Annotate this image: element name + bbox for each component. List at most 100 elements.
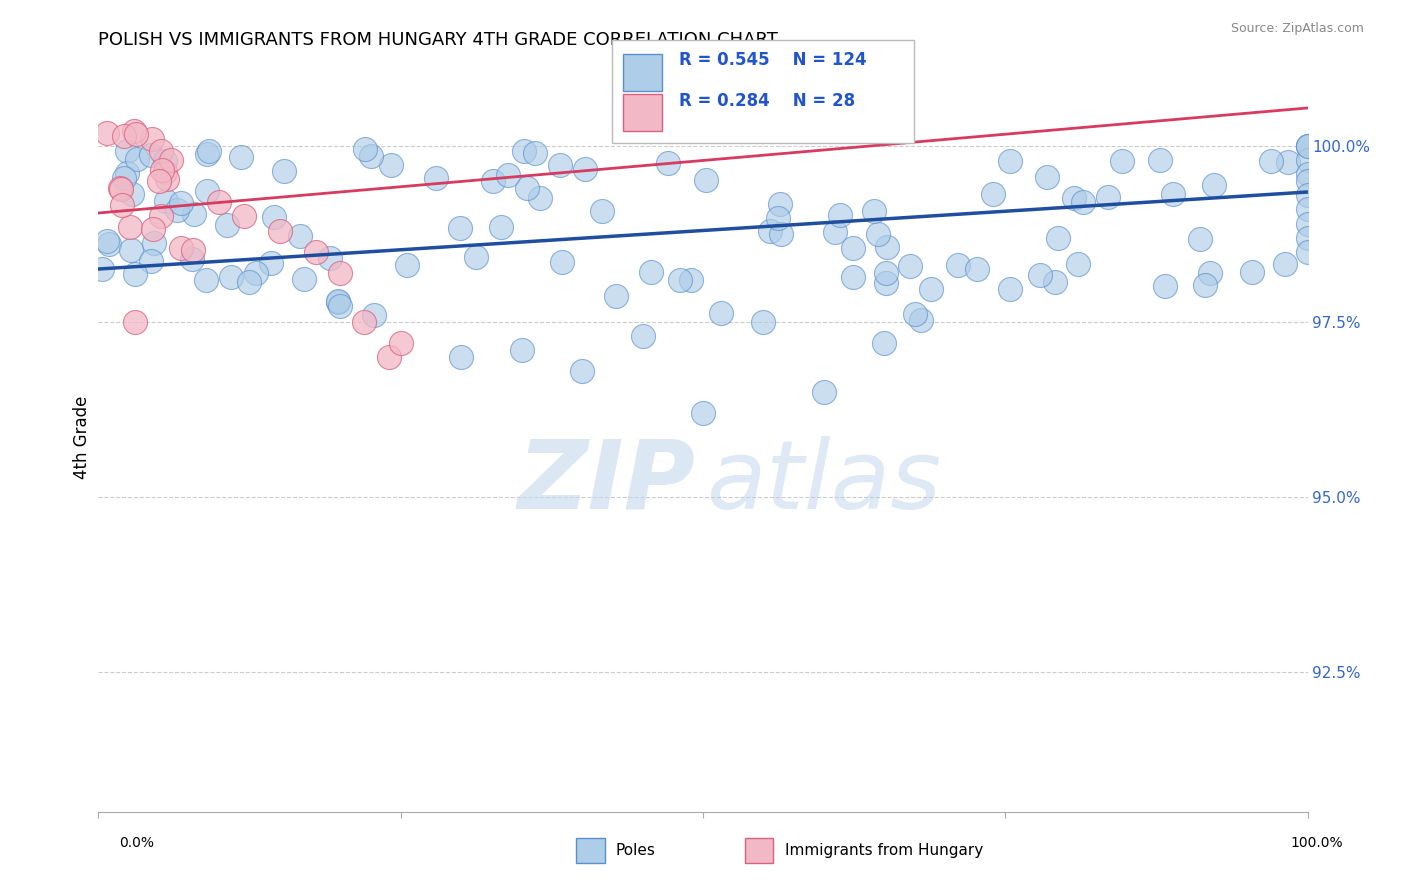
- Point: [91, 262, 114, 277]
- Point: [110, 182, 132, 196]
- Point: [389, 335, 412, 350]
- Text: ZIP: ZIP: [517, 435, 695, 529]
- Point: [121, 186, 143, 201]
- Point: [328, 295, 350, 310]
- Point: [124, 267, 146, 281]
- Point: [112, 171, 135, 186]
- Point: [813, 384, 835, 399]
- Point: [1097, 189, 1119, 203]
- Point: [215, 218, 238, 232]
- Point: [946, 258, 969, 272]
- Point: [1149, 153, 1171, 168]
- Point: [118, 219, 141, 234]
- Point: [141, 148, 163, 162]
- Point: [1154, 278, 1177, 293]
- Point: [156, 171, 179, 186]
- Point: [380, 158, 402, 172]
- Point: [842, 242, 865, 256]
- Point: [111, 198, 134, 212]
- Point: [449, 220, 471, 235]
- Point: [571, 363, 593, 377]
- Point: [288, 228, 311, 243]
- Point: [640, 265, 662, 279]
- Text: 0.0%: 0.0%: [120, 836, 155, 850]
- Point: [150, 145, 173, 159]
- Text: R = 0.284    N = 28: R = 0.284 N = 28: [679, 92, 855, 110]
- Point: [910, 313, 932, 327]
- Text: atlas: atlas: [706, 435, 942, 529]
- Point: [155, 194, 177, 209]
- Point: [319, 251, 342, 265]
- Point: [524, 146, 547, 161]
- Point: [482, 174, 505, 188]
- Point: [150, 209, 173, 223]
- Point: [574, 161, 596, 176]
- Point: [875, 266, 897, 280]
- Point: [1063, 191, 1085, 205]
- Point: [679, 272, 702, 286]
- Point: [395, 259, 418, 273]
- Point: [692, 406, 714, 420]
- Point: [122, 124, 145, 138]
- Point: [170, 195, 193, 210]
- Point: [159, 153, 181, 168]
- Point: [124, 314, 146, 328]
- Point: [981, 187, 1004, 202]
- Point: [1296, 153, 1319, 168]
- Point: [1296, 168, 1319, 182]
- Text: Poles: Poles: [616, 844, 655, 858]
- Point: [197, 184, 219, 198]
- Point: [229, 150, 252, 164]
- Point: [1045, 275, 1067, 289]
- Point: [150, 163, 173, 178]
- Point: [360, 149, 382, 163]
- Point: [1296, 202, 1319, 217]
- Point: [96, 126, 118, 140]
- Text: POLISH VS IMMIGRANTS FROM HUNGARY 4TH GRADE CORRELATION CHART: POLISH VS IMMIGRANTS FROM HUNGARY 4TH GR…: [98, 31, 779, 49]
- Point: [550, 255, 572, 269]
- Point: [180, 252, 202, 266]
- Point: [489, 220, 512, 235]
- Point: [326, 293, 349, 308]
- Point: [141, 132, 163, 146]
- Point: [824, 225, 846, 239]
- Point: [516, 181, 538, 195]
- Point: [1260, 153, 1282, 168]
- Point: [273, 164, 295, 178]
- Point: [1199, 267, 1222, 281]
- Point: [1000, 282, 1022, 296]
- Point: [1111, 153, 1133, 168]
- Point: [181, 243, 204, 257]
- Point: [605, 289, 627, 303]
- Point: [1071, 194, 1094, 209]
- Point: [1296, 188, 1319, 202]
- Point: [115, 166, 138, 180]
- Point: [1000, 153, 1022, 168]
- Point: [329, 299, 352, 313]
- Point: [353, 314, 375, 328]
- Point: [898, 259, 921, 273]
- Point: [112, 129, 135, 144]
- Point: [1036, 170, 1059, 185]
- Point: [198, 144, 221, 158]
- Text: 100.0%: 100.0%: [1291, 836, 1343, 850]
- Point: [232, 210, 254, 224]
- Point: [329, 266, 352, 280]
- Point: [631, 328, 654, 343]
- Point: [1296, 139, 1319, 153]
- Point: [1296, 217, 1319, 231]
- Point: [657, 155, 679, 169]
- Point: [219, 270, 242, 285]
- Point: [269, 223, 291, 237]
- Point: [155, 165, 177, 179]
- Point: [1296, 230, 1319, 244]
- Point: [842, 270, 865, 285]
- Point: [120, 244, 142, 258]
- Point: [263, 210, 285, 224]
- Point: [183, 207, 205, 221]
- Point: [769, 197, 792, 211]
- Point: [1204, 178, 1226, 192]
- Point: [1296, 174, 1319, 188]
- Point: [363, 308, 385, 322]
- Point: [695, 173, 717, 187]
